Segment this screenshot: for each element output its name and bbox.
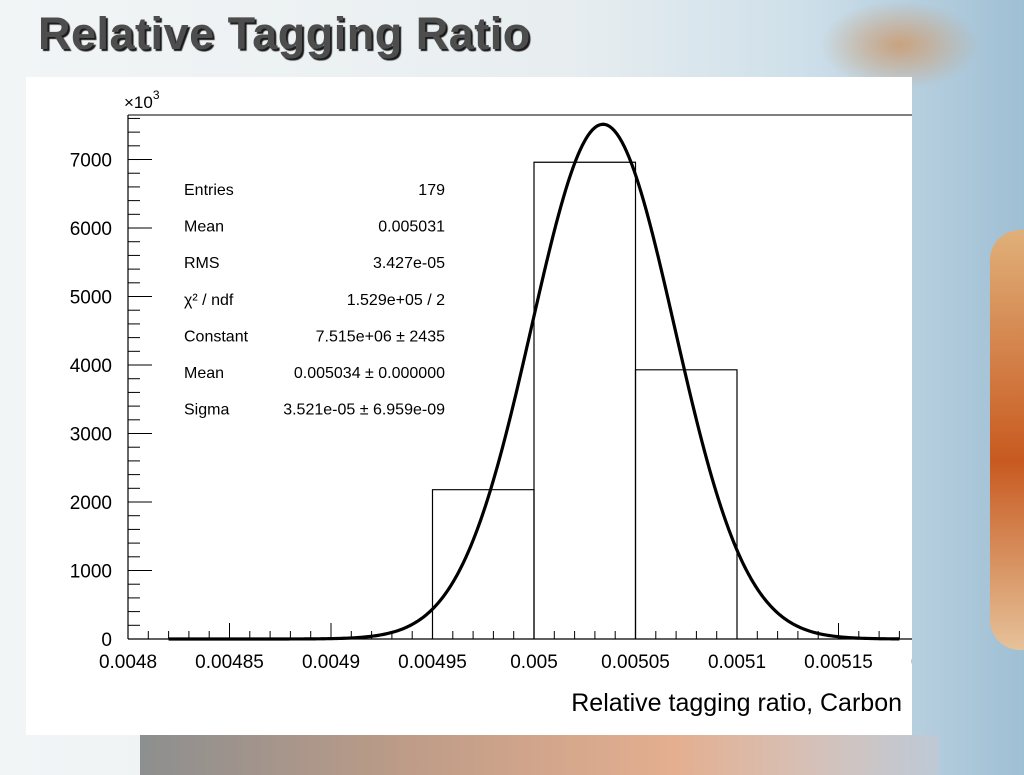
x-tick-label: 0.0049	[302, 652, 360, 673]
histogram-chart: 0.0048 0.00485 0.0049 0.00495 0.005 0.00505 0.…	[70, 88, 912, 717]
y-tick-label: 6000	[70, 219, 112, 240]
stats-value: 3.427e-05	[373, 255, 445, 272]
x-tick-label: 0.00505	[601, 652, 670, 673]
y-multiplier-label: ×103	[124, 88, 160, 112]
x-tick-label: 0.0048	[99, 652, 157, 673]
y-tick-label: 4000	[70, 356, 112, 377]
x-tick-label: 0.00495	[398, 652, 467, 673]
stats-label: Sigma	[184, 402, 229, 419]
stats-value: 7.515e+06 ± 2435	[316, 328, 445, 345]
x-tick-label: 0.00485	[195, 652, 264, 673]
stats-label: Mean	[184, 365, 224, 382]
plot-panel: 0.0048 0.00485 0.0049 0.00495 0.005 0.00505 0.…	[26, 77, 912, 735]
stats-value: 0.005031	[378, 219, 445, 236]
histogram-bin	[634, 369, 738, 639]
y-tick-label: 2000	[70, 493, 112, 514]
histogram-bin	[533, 161, 637, 639]
y-tick-label: 1000	[70, 562, 112, 583]
background-decoration	[140, 735, 940, 775]
background-decoration	[820, 0, 980, 90]
y-tick-label: 5000	[70, 288, 112, 309]
stats-label: Constant	[184, 328, 249, 345]
stats-value: 179	[418, 182, 445, 199]
background-decoration	[990, 230, 1024, 650]
stats-label: Entries	[184, 182, 234, 199]
x-tick-label: 0.0052	[911, 652, 912, 673]
stats-value: 1.529e+05 / 2	[347, 292, 445, 309]
stats-value: 0.005034 ± 0.000000	[294, 365, 445, 382]
y-tick-label: 0	[101, 630, 112, 651]
gaussian-fit-curve	[168, 122, 900, 641]
stats-label: χ² / ndf	[184, 292, 234, 309]
x-tick-label: 0.0051	[708, 652, 766, 673]
stats-value: 3.521e-05 ± 6.959e-09	[283, 402, 445, 419]
slide-title: Relative Tagging Ratio	[38, 8, 531, 59]
stats-label: Mean	[184, 219, 224, 236]
y-multiplier-base: ×10	[124, 93, 153, 112]
stats-label: RMS	[184, 255, 220, 272]
x-tick-label: 0.005	[510, 652, 558, 673]
x-axis-label: Relative tagging ratio, Carbon	[571, 689, 902, 717]
y-multiplier-exponent: 3	[153, 88, 160, 102]
y-tick-label: 7000	[70, 151, 112, 172]
y-tick-label: 3000	[70, 425, 112, 446]
x-tick-label: 0.00515	[804, 652, 873, 673]
